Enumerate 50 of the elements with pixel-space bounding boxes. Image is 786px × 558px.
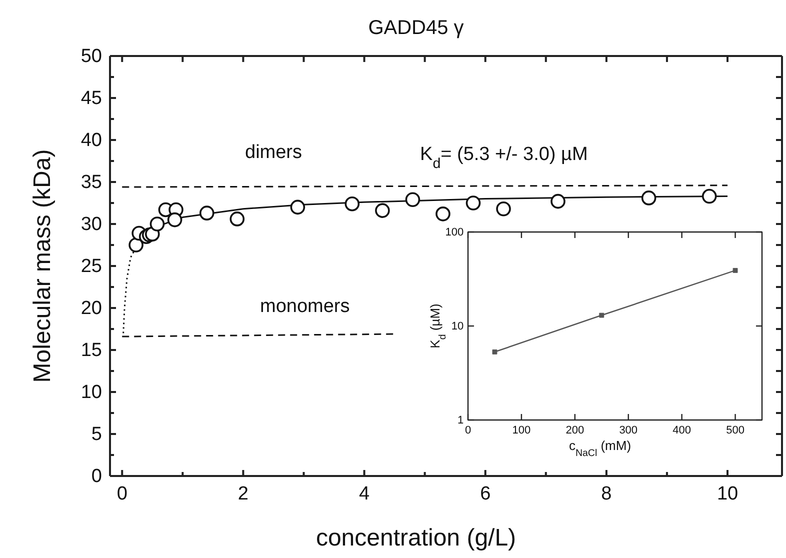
y-tick-label: 15 xyxy=(80,340,102,362)
point xyxy=(128,238,144,252)
point xyxy=(641,190,656,206)
y-tick-label: 45 xyxy=(80,88,102,110)
x-axis-title: c$_{NaCl}$ (mM) xyxy=(568,438,632,458)
x-tick-label: 200 xyxy=(566,424,584,436)
point xyxy=(199,206,214,220)
y-tick-label: 25 xyxy=(80,256,102,278)
y-tick-label: 0 xyxy=(91,466,102,488)
annotation: monomers xyxy=(260,296,350,317)
x-tick-label: 4 xyxy=(358,483,370,504)
x-tick-label: 300 xyxy=(619,424,638,436)
x-axis-title: concentration (g/L) xyxy=(316,524,516,552)
y-tick-label: 1 xyxy=(457,414,464,427)
annotation: dimers xyxy=(245,142,302,163)
point xyxy=(230,212,245,226)
y-tick-label: 10 xyxy=(80,382,102,404)
y-axis-title: Molecular mass (kDa) xyxy=(29,149,56,383)
y-tick-label: 20 xyxy=(80,298,102,320)
point xyxy=(344,196,360,212)
x-tick-label: 10 xyxy=(716,483,738,504)
point xyxy=(492,349,498,354)
y-tick-label: 35 xyxy=(80,172,102,194)
annotation: K$_{d}$= (5.3 +/- 3.0) µM xyxy=(420,144,588,172)
y-tick-label: 50 xyxy=(80,46,102,68)
x-tick-label: 100 xyxy=(512,424,531,436)
point xyxy=(732,268,738,273)
x-tick-label: 2 xyxy=(238,483,248,504)
point xyxy=(375,203,390,218)
point xyxy=(167,212,182,228)
y-tick-label: 10 xyxy=(451,320,464,333)
y-tick-label: 100 xyxy=(445,226,464,239)
point xyxy=(599,312,604,318)
point xyxy=(550,194,566,209)
point xyxy=(496,201,511,216)
point xyxy=(290,200,306,215)
point xyxy=(405,192,420,208)
chart-title: GADD45 γ xyxy=(368,17,464,39)
y-tick-label: 30 xyxy=(80,214,102,236)
x-tick-label: 400 xyxy=(672,424,691,436)
x-tick-label: 6 xyxy=(480,483,491,504)
point xyxy=(702,188,717,204)
x-tick-label: 500 xyxy=(726,424,744,436)
y-tick-label: 40 xyxy=(80,130,102,152)
point xyxy=(466,196,481,210)
x-tick-label: 0 xyxy=(116,483,128,504)
x-tick-label: 8 xyxy=(601,483,612,504)
point xyxy=(150,216,165,232)
y-tick-label: 5 xyxy=(91,424,102,446)
point xyxy=(436,206,450,222)
